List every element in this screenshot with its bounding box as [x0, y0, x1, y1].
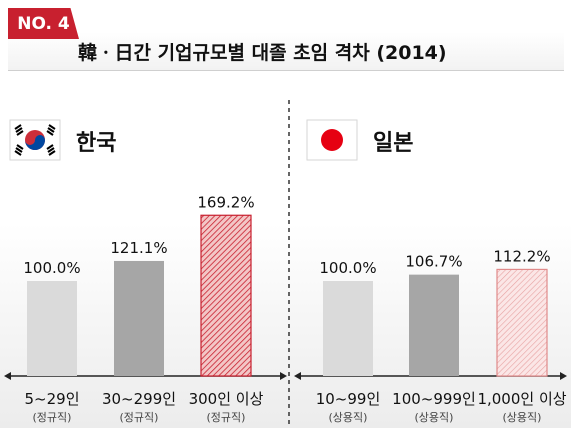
category-label: 10~99인: [316, 390, 381, 408]
bar-korea-0: [27, 281, 77, 376]
category-label: 30~299인: [102, 390, 176, 408]
japan-country-label: 일본: [373, 131, 413, 156]
category-sub-label: (상용직): [415, 411, 454, 424]
bar-value-label: 121.1%: [110, 239, 167, 257]
category-label: 300인 이상: [189, 390, 264, 408]
bar-value-label: 100.0%: [23, 259, 80, 277]
page-title: 韓ㆍ日간 기업규모별 대졸 초임 격차 (2014): [78, 42, 447, 64]
bar-japan-0: [323, 281, 373, 376]
bar-japan-2: [496, 268, 548, 377]
korea-flag-icon: [9, 119, 61, 161]
japan-flag-icon: [306, 119, 358, 161]
category-sub-label: (정규직): [120, 411, 159, 424]
category-label: 100~999인: [392, 390, 476, 408]
bar-value-label: 169.2%: [197, 193, 254, 211]
category-label: 5~29인: [25, 390, 80, 408]
category-sub-label: (정규직): [33, 411, 72, 424]
title-bar: [8, 32, 564, 71]
bar-value-label: 112.2%: [493, 247, 550, 265]
number-badge: NO. 4: [8, 8, 79, 39]
bar-value-label: 100.0%: [319, 259, 376, 277]
chart-background: [0, 86, 571, 428]
bar-korea-2: [200, 214, 252, 377]
category-sub-label: (상용직): [329, 411, 368, 424]
bar-korea-1: [114, 260, 164, 376]
bar-japan-1: [409, 274, 459, 376]
category-sub-label: (상용직): [503, 411, 542, 424]
bar-value-label: 106.7%: [405, 253, 462, 271]
korea-country-label: 한국: [76, 131, 116, 156]
category-sub-label: (정규직): [207, 411, 246, 424]
category-label: 1,000인 이상: [477, 390, 566, 408]
